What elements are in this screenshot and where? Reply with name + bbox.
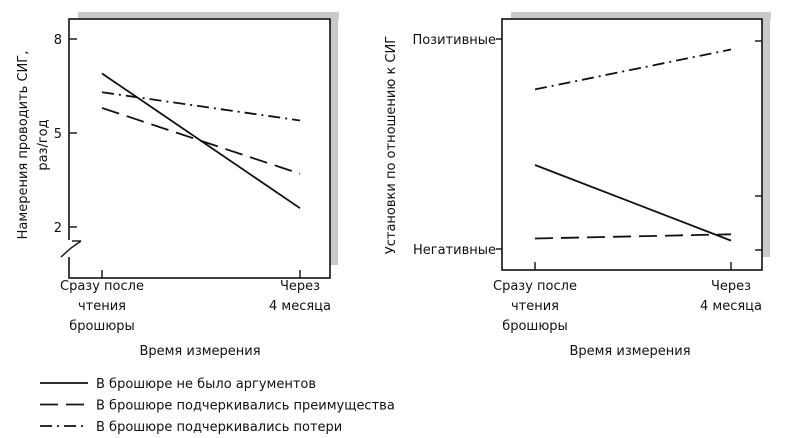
- frame-shadow-right: [330, 12, 338, 265]
- x-tick-label: 4 месяца: [269, 299, 331, 314]
- series-line-dashed: [534, 233, 732, 240]
- frame-shadow-top: [78, 12, 339, 19]
- plot-frame: [68, 18, 331, 279]
- legend: В брошюре не было аргументов В брошюре по…: [40, 377, 395, 435]
- frame-shadow-top: [511, 12, 771, 19]
- axis-break-mark: [60, 240, 82, 258]
- chart-panel-2: Позитивные Негативные Сразу после чтения бро…: [384, 12, 771, 359]
- x-tick-label: брошюры: [502, 319, 568, 334]
- chart-panel-1: 8 5 2 Сразу после чтения брошюры Через 4 месяца…: [16, 12, 339, 359]
- x-tick-label: Через: [711, 279, 751, 294]
- frame-shadow-right: [762, 12, 770, 257]
- x-tick-label: Через: [280, 279, 320, 294]
- y-tick-label: 2: [54, 221, 62, 236]
- series-line-solid: [534, 164, 732, 242]
- plot-frame: [501, 18, 763, 271]
- legend-label: В брошюре не было аргументов: [96, 377, 316, 392]
- y-axis-label: раз/год: [36, 119, 51, 170]
- x-tick-label: 4 месяца: [700, 299, 762, 314]
- x-axis-label: Время измерения: [569, 344, 690, 359]
- y-tick-label: 5: [54, 127, 62, 142]
- y-tick-label: Позитивные: [412, 33, 496, 48]
- series-line-dash-dot: [101, 91, 301, 122]
- y-axis-label: Установки по отношению к СИГ: [384, 36, 399, 254]
- x-tick-label: Сразу после: [60, 279, 144, 294]
- x-tick-label: брошюры: [69, 319, 135, 334]
- series-line-dashed: [101, 107, 301, 175]
- y-axis-label: Намерения проводить СИГ,: [16, 51, 31, 240]
- legend-label: В брошюре подчеркивались преимущества: [96, 399, 395, 414]
- x-tick-label: Сразу после: [493, 279, 577, 294]
- y-tick-label: Негативные: [413, 243, 496, 258]
- legend-label: В брошюре подчеркивались потери: [96, 420, 342, 435]
- x-tick-label: чтения: [511, 299, 559, 314]
- x-tick-label: чтения: [78, 299, 126, 314]
- y-tick-label: 8: [54, 33, 62, 48]
- series-line-dash-dot: [534, 48, 732, 91]
- x-axis-label: Время измерения: [139, 344, 260, 359]
